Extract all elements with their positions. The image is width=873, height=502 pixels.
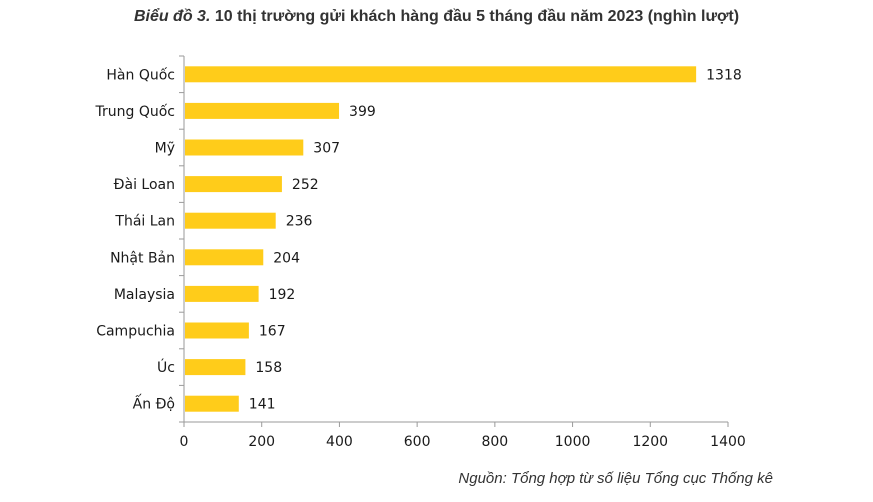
x-tick-label: 0	[180, 434, 189, 450]
category-label: Ấn Độ	[133, 394, 175, 413]
x-tick-label: 800	[481, 434, 508, 450]
bar	[185, 249, 264, 266]
x-tick-label: 1400	[710, 434, 746, 450]
bar	[185, 102, 340, 119]
bar	[185, 176, 282, 193]
bar	[185, 322, 249, 339]
chart-title-text: 10 thị trường gửi khách hàng đầu 5 tháng…	[214, 8, 740, 25]
data-label: 252	[292, 177, 319, 193]
data-label: 141	[249, 397, 276, 413]
source-note: Nguồn: Tổng hợp từ số liệu Tổng cục Thốn…	[458, 470, 773, 487]
data-label: 307	[313, 141, 340, 157]
x-tick-label: 400	[326, 434, 353, 450]
data-label: 236	[286, 214, 313, 230]
data-label: 204	[273, 250, 300, 266]
category-label: Hàn Quốc	[106, 66, 175, 83]
bar	[185, 212, 276, 229]
data-label: 192	[269, 287, 296, 303]
category-label: Úc	[157, 358, 175, 376]
x-tick-label: 1000	[555, 434, 591, 450]
bar	[185, 285, 259, 302]
x-tick-label: 200	[248, 434, 275, 450]
x-tick-label: 1200	[632, 434, 668, 450]
data-label: 158	[255, 360, 282, 376]
category-label: Thái Lan	[114, 214, 175, 230]
x-tick-label: 600	[404, 434, 431, 450]
category-label: Trung Quốc	[95, 103, 176, 120]
category-label: Malaysia	[114, 287, 175, 303]
bar	[185, 66, 697, 83]
bar	[185, 359, 246, 376]
data-label: 167	[259, 324, 286, 340]
chart-title: Biểu đồ 3. 10 thị trường gửi khách hàng …	[0, 8, 873, 26]
data-label: 1318	[706, 67, 742, 83]
category-label: Nhật Bản	[110, 250, 175, 266]
chart-title-prefix: Biểu đồ 3.	[133, 8, 211, 25]
data-label: 399	[349, 104, 376, 120]
bar-chart: Hàn Quốc 1318 Trung Quốc 399 Mỹ 307 Đài Loan 25…	[95, 55, 746, 450]
bar	[185, 395, 239, 412]
category-label: Mỹ	[155, 141, 175, 157]
category-label: Campuchia	[96, 324, 175, 340]
category-label: Đài Loan	[114, 177, 175, 193]
bar	[185, 139, 304, 156]
